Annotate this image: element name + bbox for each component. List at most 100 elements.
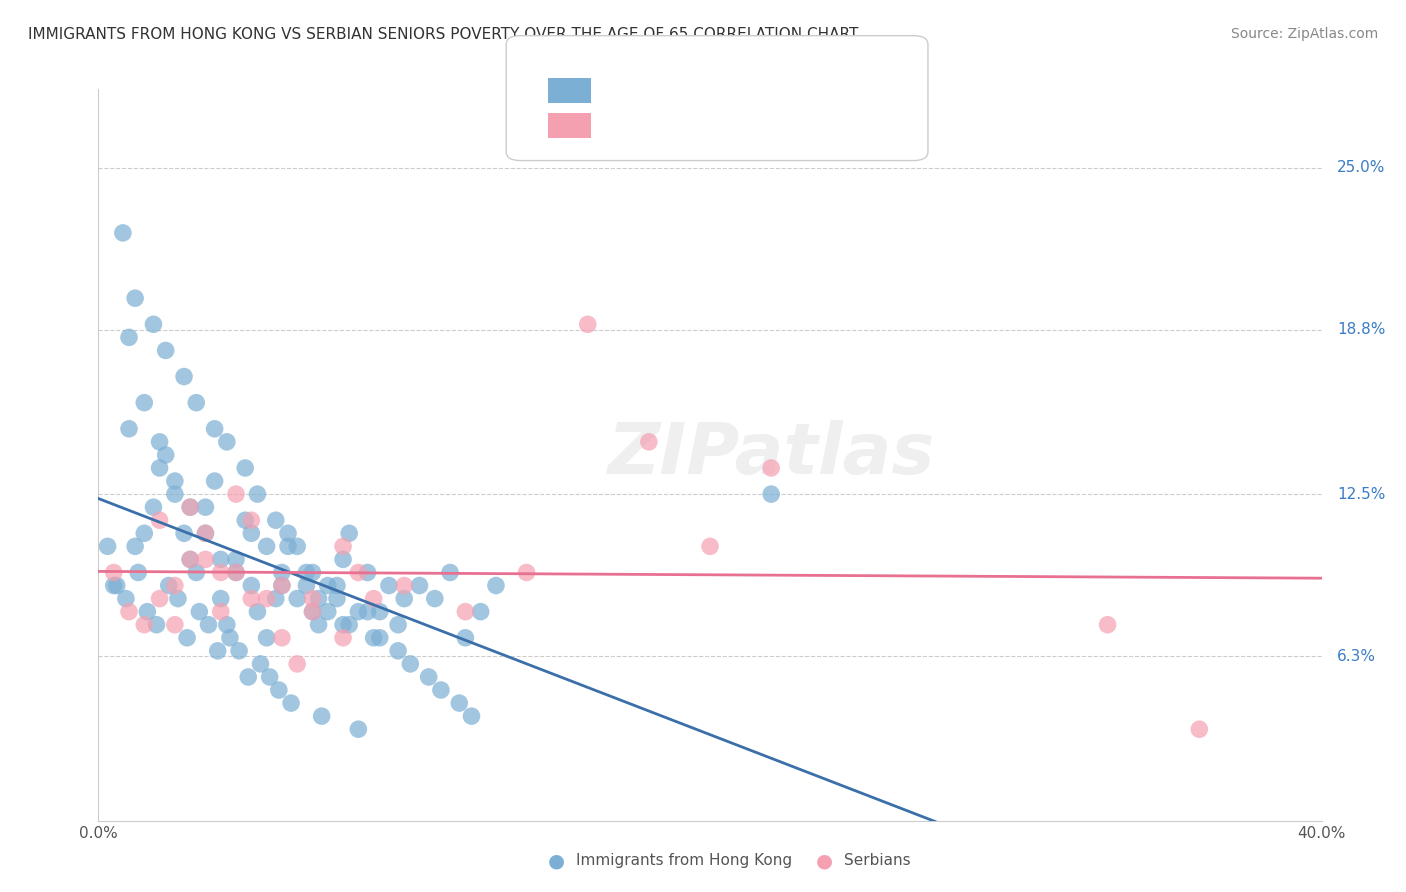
Point xyxy=(454,631,477,645)
Point xyxy=(454,605,477,619)
Text: ZIPatlas: ZIPatlas xyxy=(607,420,935,490)
Point xyxy=(295,566,318,580)
Point xyxy=(270,578,294,592)
Point xyxy=(124,539,146,553)
Point xyxy=(392,591,416,606)
Point xyxy=(163,617,186,632)
Point xyxy=(124,291,146,305)
Point xyxy=(280,696,302,710)
Point xyxy=(163,578,186,592)
Point xyxy=(197,617,219,632)
Point xyxy=(194,526,217,541)
Point xyxy=(363,631,385,645)
Point xyxy=(233,461,256,475)
Point xyxy=(118,330,141,344)
Text: 18.8%: 18.8% xyxy=(1337,322,1385,337)
Point xyxy=(256,591,278,606)
Point xyxy=(194,552,217,566)
Point xyxy=(219,631,242,645)
Text: 0.086: 0.086 xyxy=(637,120,685,134)
Point xyxy=(204,474,226,488)
Point xyxy=(423,591,446,606)
Text: Immigrants from Hong Kong: Immigrants from Hong Kong xyxy=(576,854,793,868)
Point xyxy=(209,552,232,566)
Point xyxy=(134,617,156,632)
Point xyxy=(179,552,201,566)
Point xyxy=(179,500,201,515)
Point xyxy=(134,526,156,541)
Point xyxy=(105,578,128,592)
Point xyxy=(256,631,278,645)
Point xyxy=(1188,723,1211,737)
Point xyxy=(225,552,247,566)
Text: 36: 36 xyxy=(724,120,745,134)
Point xyxy=(761,461,783,475)
Point xyxy=(179,552,201,566)
Point xyxy=(103,566,125,580)
Point xyxy=(399,657,422,671)
Point xyxy=(149,591,172,606)
Point xyxy=(270,566,294,580)
Text: -0.011: -0.011 xyxy=(637,84,692,98)
Point xyxy=(387,617,409,632)
Point xyxy=(118,422,141,436)
Point xyxy=(301,591,323,606)
Point xyxy=(267,683,290,698)
Point xyxy=(240,591,263,606)
Point xyxy=(173,369,195,384)
Point xyxy=(215,617,238,632)
Point xyxy=(285,539,308,553)
Point xyxy=(163,487,186,501)
Point xyxy=(209,566,232,580)
Point xyxy=(761,487,783,501)
Point xyxy=(240,513,263,527)
Point xyxy=(142,318,165,332)
Text: ●: ● xyxy=(548,851,565,871)
Point xyxy=(363,591,385,606)
Point xyxy=(277,539,299,553)
Point xyxy=(576,318,599,332)
Point xyxy=(392,578,416,592)
Point xyxy=(332,539,354,553)
Point xyxy=(238,670,260,684)
Point xyxy=(347,605,370,619)
Point xyxy=(186,566,208,580)
Point xyxy=(308,591,330,606)
Point xyxy=(295,578,318,592)
Point xyxy=(285,591,308,606)
Point xyxy=(332,552,354,566)
Point xyxy=(356,566,378,580)
Point xyxy=(316,605,339,619)
Point xyxy=(142,500,165,515)
Point xyxy=(228,644,250,658)
Point xyxy=(176,631,198,645)
Point xyxy=(240,578,263,592)
Point xyxy=(326,578,349,592)
Point xyxy=(301,605,323,619)
Point xyxy=(308,617,330,632)
Point xyxy=(485,578,508,592)
Point xyxy=(332,617,354,632)
Text: R =: R = xyxy=(602,84,636,98)
Point xyxy=(387,644,409,658)
Point xyxy=(167,591,190,606)
Point xyxy=(368,605,391,619)
Point xyxy=(136,605,159,619)
Point xyxy=(97,539,120,553)
Point xyxy=(326,591,349,606)
Point xyxy=(209,605,232,619)
Point xyxy=(225,487,247,501)
Point xyxy=(418,670,440,684)
Point xyxy=(460,709,482,723)
Point xyxy=(256,539,278,553)
Point xyxy=(277,526,299,541)
Point xyxy=(207,644,229,658)
Point xyxy=(149,434,172,449)
Point xyxy=(209,591,232,606)
Point xyxy=(311,709,333,723)
Point xyxy=(249,657,271,671)
Text: N =: N = xyxy=(682,120,725,134)
Point xyxy=(134,395,156,409)
Point xyxy=(233,513,256,527)
Point xyxy=(264,591,287,606)
